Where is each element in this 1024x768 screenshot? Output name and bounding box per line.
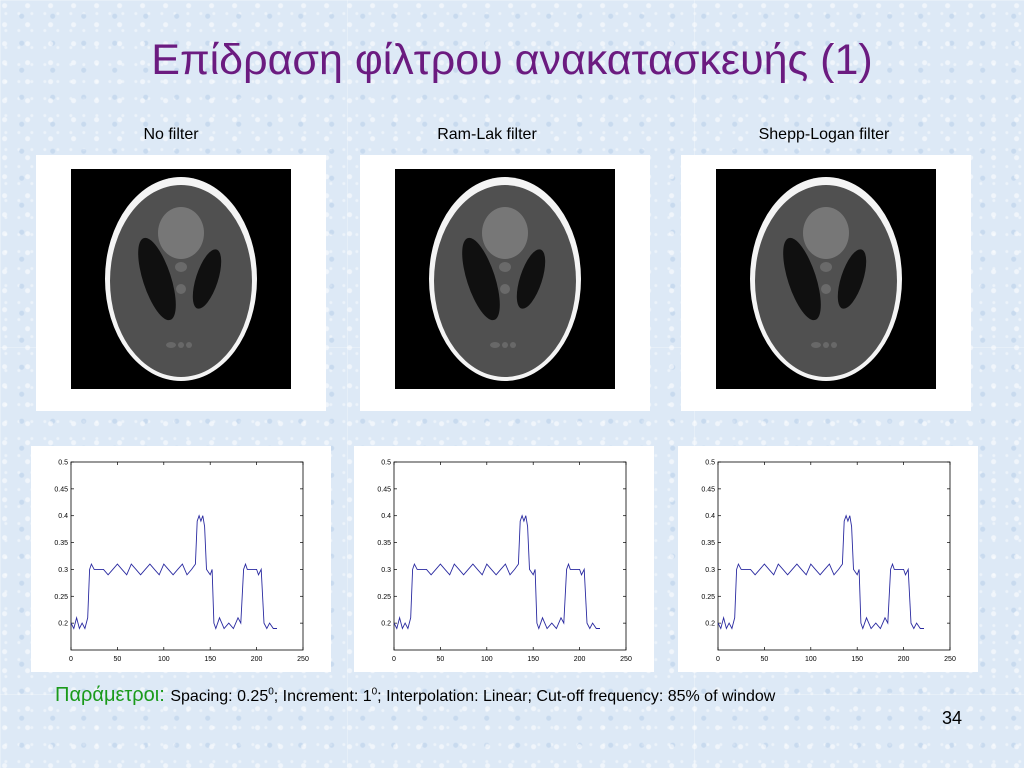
profile-series-line [393, 514, 600, 630]
phantom-small-ellipse [175, 262, 187, 272]
phantom-small-ellipse [823, 342, 829, 348]
panel-label-shepp-logan: Shepp-Logan filter [758, 126, 890, 143]
x-tick-label: 50 [114, 656, 122, 663]
phantom-small-ellipse [510, 342, 516, 348]
phantom-image-ram-lak [360, 155, 650, 411]
panel-label-ram-lak: Ram-Lak filter [437, 126, 537, 143]
spacing-degree: 0 [268, 686, 274, 698]
profile-series-line [70, 514, 277, 630]
x-tick-label: 50 [437, 656, 445, 663]
phantom-right-ellipse [192, 249, 222, 309]
spacing-text: Spacing: 0.25 [170, 688, 269, 705]
y-tick-label: 0.45 [701, 486, 715, 493]
x-tick-label: 250 [620, 656, 632, 663]
parameters-label: Παράμετροι: [55, 684, 165, 706]
x-tick-label: 200 [251, 656, 263, 663]
x-tick-label: 0 [392, 656, 396, 663]
phantom-small-ellipse [499, 262, 511, 272]
increment-degree: 0 [371, 686, 378, 698]
y-tick-label: 0.2 [705, 621, 715, 628]
phantom-small-ellipse [502, 342, 508, 348]
parameters-rest-text: ; Interpolation: Linear; Cut-off frequen… [377, 688, 776, 705]
profile-series-line [717, 514, 924, 630]
phantom-small-ellipse [500, 284, 510, 294]
x-tick-label: 150 [851, 656, 863, 663]
y-tick-label: 0.25 [377, 594, 391, 601]
phantom-image-shepp-logan [681, 155, 971, 411]
phantom-small-ellipse [490, 342, 500, 348]
y-tick-label: 0.5 [705, 460, 715, 467]
phantom-svg [395, 169, 615, 389]
parameters-line: Παράμετροι: Spacing: 0.250; Increment: 1… [55, 684, 775, 707]
phantom-small-ellipse [176, 284, 186, 294]
y-tick-label: 0.35 [701, 540, 715, 547]
phantom-right-ellipse [837, 249, 867, 309]
phantom-upper-ellipse [158, 207, 204, 259]
phantom-left-ellipse [462, 237, 500, 321]
y-tick-label: 0.4 [381, 513, 391, 520]
y-tick-label: 0.25 [701, 594, 715, 601]
x-tick-label: 50 [761, 656, 769, 663]
slide-title: Επίδραση φίλτρου ανακατασκευής (1) [151, 36, 873, 84]
profile-plot-shepp-logan: 0 50 100 150 200 250 0.2 0.25 0.3 0.35 0.4 0.45 0.5 [678, 446, 978, 672]
phantom-svg [71, 169, 291, 389]
y-tick-label: 0.5 [58, 460, 68, 467]
plot-frame [393, 461, 627, 651]
plot-frame [717, 461, 951, 651]
phantom-brain [755, 185, 897, 377]
x-tick-label: 100 [805, 656, 817, 663]
y-tick-label: 0.3 [58, 567, 68, 574]
phantom-upper-ellipse [803, 207, 849, 259]
y-tick-label: 0.25 [54, 594, 68, 601]
y-tick-label: 0.3 [705, 567, 715, 574]
x-tick-label: 150 [204, 656, 216, 663]
phantom-right-ellipse [516, 249, 546, 309]
y-tick-label: 0.35 [377, 540, 391, 547]
y-tick-label: 0.35 [54, 540, 68, 547]
phantom-small-ellipse [178, 342, 184, 348]
phantom-small-ellipse [821, 284, 831, 294]
x-tick-label: 100 [481, 656, 493, 663]
phantom-small-ellipse [186, 342, 192, 348]
x-tick-label: 0 [69, 656, 73, 663]
phantom-brain [434, 185, 576, 377]
x-tick-label: 250 [297, 656, 309, 663]
phantom-small-ellipse [831, 342, 837, 348]
x-tick-label: 250 [944, 656, 956, 663]
y-tick-label: 0.2 [381, 621, 391, 628]
plot-svg: 0 50 100 150 200 250 0.2 0.25 0.3 0.35 0.4 0.45 0.5 [377, 460, 632, 664]
plot-svg: 0 50 100 150 200 250 0.2 0.25 0.3 0.35 0.4 0.45 0.5 [54, 460, 309, 664]
profile-plot-ram-lak: 0 50 100 150 200 250 0.2 0.25 0.3 0.35 0.4 0.45 0.5 [354, 446, 654, 672]
x-tick-label: 0 [716, 656, 720, 663]
phantom-small-ellipse [820, 262, 832, 272]
y-tick-label: 0.4 [58, 513, 68, 520]
x-tick-label: 200 [898, 656, 910, 663]
y-tick-label: 0.45 [377, 486, 391, 493]
phantom-svg [716, 169, 936, 389]
y-tick-label: 0.5 [381, 460, 391, 467]
phantom-brain [110, 185, 252, 377]
phantom-left-ellipse [138, 237, 176, 321]
x-tick-label: 100 [158, 656, 170, 663]
x-tick-label: 150 [527, 656, 539, 663]
slide-number: 34 [941, 708, 962, 728]
y-tick-label: 0.4 [705, 513, 715, 520]
y-tick-label: 0.45 [54, 486, 68, 493]
increment-text: ; Increment: 1 [273, 688, 372, 705]
plot-svg: 0 50 100 150 200 250 0.2 0.25 0.3 0.35 0.4 0.45 0.5 [701, 460, 956, 664]
panel-label-no-filter: No filter [143, 126, 199, 143]
phantom-small-ellipse [811, 342, 821, 348]
x-tick-label: 200 [574, 656, 586, 663]
plot-frame [70, 461, 304, 651]
y-tick-label: 0.3 [381, 567, 391, 574]
phantom-image-no-filter [36, 155, 326, 411]
phantom-upper-ellipse [482, 207, 528, 259]
y-tick-label: 0.2 [58, 621, 68, 628]
profile-plot-no-filter: 0 50 100 150 200 250 0.2 0.25 0.3 0.35 0.4 0.45 0.5 [31, 446, 331, 672]
parameters-text: Spacing: 0.250; Increment: 10; Interpola… [170, 686, 776, 705]
phantom-left-ellipse [783, 237, 821, 321]
phantom-small-ellipse [166, 342, 176, 348]
